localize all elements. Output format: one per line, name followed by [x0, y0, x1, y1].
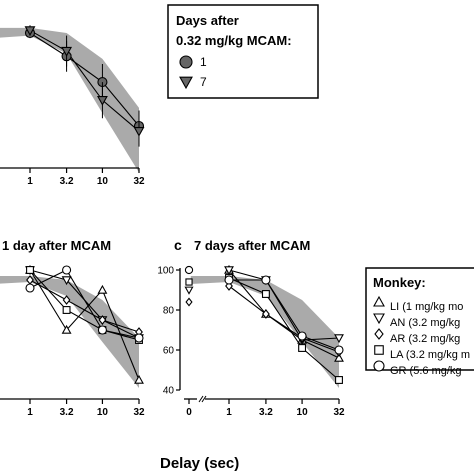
legend-top-title-2: 0.32 mg/kg MCAM: — [176, 33, 292, 48]
legend-monkey-marker-0 — [373, 295, 385, 307]
panel-b-point-4-0 — [25, 283, 35, 293]
panel-c-series-line-2 — [228, 285, 340, 353]
top-series-line-1 — [29, 29, 140, 132]
panel-c-y-tick-label-80: 80 — [163, 306, 175, 317]
panel-c-series-line-4 — [229, 279, 340, 351]
panel-c-title: 7 days after MCAM — [194, 238, 310, 253]
top-x-tick-label-1: 3.2 — [60, 176, 74, 187]
legend-monkey-label-an: AN (3.2 mg/kg — [390, 317, 460, 329]
panel-b-point-2-1 — [62, 295, 71, 305]
legend-monkey-marker-4 — [373, 360, 385, 372]
panel-b-point-3-0 — [26, 266, 34, 274]
shared-x-axis-label: Delay (sec) — [160, 455, 239, 472]
legend-monkey-marker-2 — [374, 328, 384, 340]
legend-monkey-label-ar: AR (3.2 mg/kg — [390, 333, 460, 345]
panel-b-point-2-2 — [98, 315, 107, 325]
panel-c-point-1-3 — [334, 334, 344, 344]
top-series-line-0 — [29, 32, 140, 127]
top-point-1-2 — [96, 96, 108, 106]
legend-monkey: Monkey: LI (1 mg/kg mo AN (3.2 mg/kg AR … — [365, 267, 474, 377]
top-x-tick-label-2: 10 — [97, 176, 109, 187]
top-point-1-0 — [24, 26, 36, 37]
panel-b-point-0-3 — [134, 374, 144, 384]
panel-c-axis-break-1 — [198, 395, 204, 403]
panel-b-point-3-1 — [62, 306, 71, 314]
panel-c-y-tick-label-100: 100 — [157, 266, 174, 277]
panel-c-series-line-0 — [228, 269, 340, 359]
panel-c-point-3-1 — [261, 290, 270, 298]
panel-b-x-tick-label-2: 10 — [97, 407, 109, 418]
panel-c-y-tick-label-60: 60 — [163, 346, 175, 357]
panel-b-series-line-3 — [29, 269, 140, 341]
panel-c-point-2-0 — [225, 281, 233, 291]
top-point-1-1 — [61, 46, 73, 57]
legend-top-label-7: 7 — [200, 75, 207, 89]
panel-b-point-0-2 — [97, 284, 108, 294]
top-shaded-band — [0, 27, 139, 173]
panel-c-point-3-3 — [335, 376, 343, 384]
panel-b-x-tick-label-0: 1 — [27, 407, 33, 418]
legend-monkey-label-gr: GR (5.6 mg/kg — [390, 365, 462, 377]
panel-b-point-1-1 — [61, 276, 72, 286]
legend-top-label-1: 1 — [200, 55, 207, 69]
legend-monkey-label-la: LA (3.2 mg/kg m — [390, 349, 470, 361]
panel-b-x-tick-label-1: 3.2 — [60, 407, 74, 418]
legend-top-marker-1 — [179, 55, 193, 69]
legend-monkey-frame — [365, 267, 474, 371]
panel-c-series-line-3 — [228, 277, 340, 381]
top-point-1-3 — [133, 127, 145, 137]
legend-monkey-marker-1 — [373, 313, 385, 325]
legend-top-marker-7 — [179, 76, 193, 90]
panel-c-baseline-point-2 — [184, 286, 194, 295]
panel-c-point-4-0 — [224, 275, 234, 285]
panel-c-point-3-2 — [298, 344, 307, 352]
legend-monkey-label-li: LI (1 mg/kg mo — [390, 301, 463, 313]
panel-c-x-tick-label-2: 10 — [297, 407, 309, 418]
legend-days-after: Days after 0.32 mg/kg MCAM: 1 7 — [167, 4, 319, 99]
panel-c-letter: c — [174, 237, 182, 253]
panel-c-point-4-3 — [334, 345, 344, 355]
panel-c-shaded-band — [190, 276, 339, 388]
legend-monkey-title: Monkey: — [373, 275, 426, 290]
panel-b: 1 day after MCAM 1 3.2 10 32 — [0, 238, 145, 418]
panel-b-shaded-band — [0, 276, 139, 388]
panel-c-point-4-2 — [297, 331, 307, 341]
panel-c-point-2-1 — [262, 309, 270, 319]
panel-c-point-1-0 — [224, 266, 234, 276]
panel-c-y-tick-label-40: 40 — [163, 386, 175, 397]
panel-b-point-4-1 — [62, 265, 72, 275]
panel-b-point-4-2 — [97, 325, 107, 335]
panel-c-series-line-1 — [228, 269, 340, 341]
panel-c-baseline-point-0 — [184, 265, 194, 275]
panel-b-series-line-4 — [29, 269, 140, 339]
panel-c-axis-break-2 — [201, 395, 207, 403]
panel-b-point-4-3 — [134, 333, 144, 343]
legend-top-frame — [167, 4, 319, 99]
top-x-tick-label-3: 32 — [133, 176, 145, 187]
top-x-tick-label-0: 1 — [27, 176, 33, 187]
panel-b-point-0-1 — [61, 324, 72, 334]
panel-c: c 7 days after MCAM 40 60 80 100 1 3.2 10 32 0 — [157, 237, 345, 418]
panel-b-x-tick-label-3: 32 — [133, 407, 145, 418]
panel-c-baseline-point-1 — [185, 278, 193, 286]
legend-monkey-marker-3 — [374, 345, 384, 355]
panel-c-x-tick-label-1: 3.2 — [259, 407, 273, 418]
panel-c-baseline-point-3 — [185, 297, 193, 307]
panel-c-point-0-3 — [334, 352, 344, 362]
panel-b-title: 1 day after MCAM — [2, 238, 111, 253]
top-panel: 1 3.2 10 32 — [0, 25, 145, 187]
panel-c-x-tick-label-0: 1 — [226, 407, 232, 418]
panel-c-x-tick-label-3: 32 — [333, 407, 345, 418]
panel-c-point-4-1 — [261, 275, 271, 285]
panel-c-zero-tick-label: 0 — [186, 407, 192, 418]
legend-top-title-1: Days after — [176, 13, 239, 28]
